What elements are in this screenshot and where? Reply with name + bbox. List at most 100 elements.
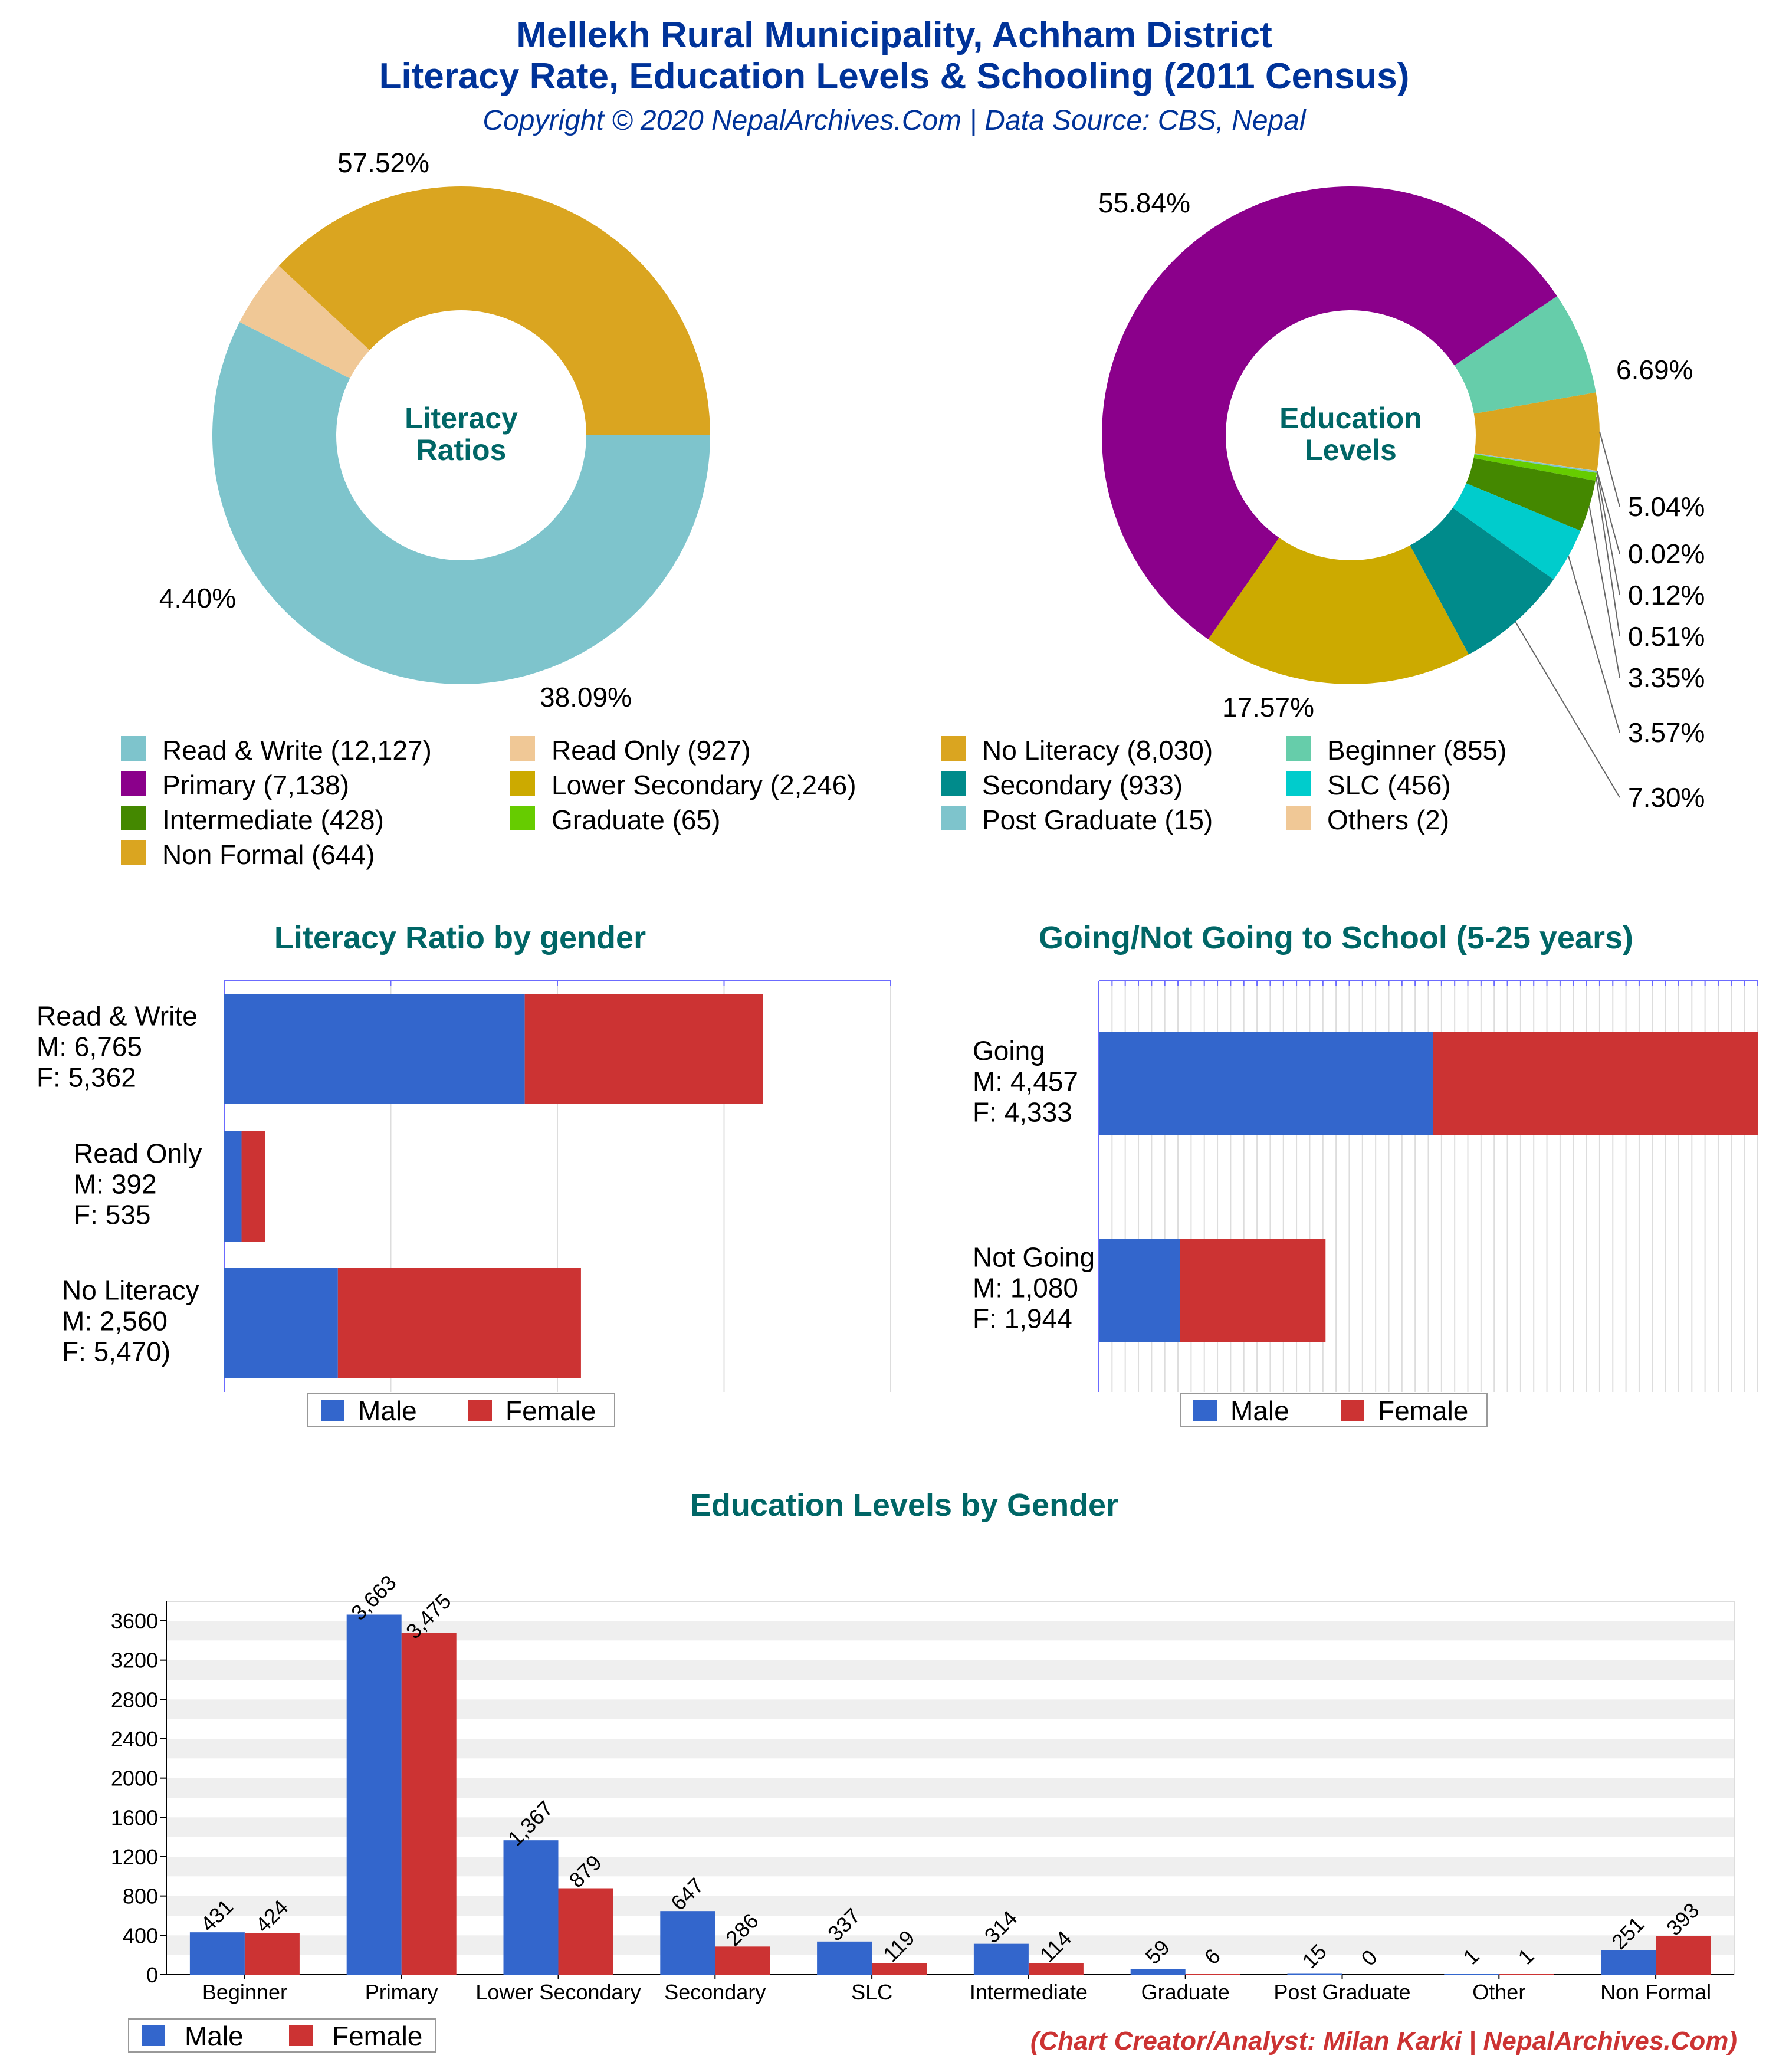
legend-value: 7,138 [273, 770, 340, 800]
bar-female [1028, 1963, 1084, 1975]
bar-male [224, 1268, 338, 1378]
legend-value: 8,030 [1136, 735, 1204, 766]
legend-label: Intermediate [162, 804, 313, 835]
slice-graduate [1473, 454, 1597, 481]
leader-line [1596, 471, 1620, 554]
bar-female [872, 1963, 927, 1975]
school-going-title: Going/Not Going to School (5-25 years) [1039, 920, 1633, 955]
main-title-line1: Mellekh Rural Municipality, Achham Distr… [516, 15, 1272, 55]
legend-item: Post Graduate (15) [982, 804, 1213, 835]
slice-no-literacy [278, 186, 710, 435]
legend-swatch [121, 736, 146, 761]
legend-label: Others [1327, 804, 1409, 835]
credit: (Chart Creator/Analyst: Milan Karki | Ne… [1030, 2027, 1737, 2055]
x-tick-label: Intermediate [970, 1980, 1088, 2004]
legend-item: No Literacy (8,030) [982, 735, 1213, 766]
legend-male: Male [358, 1395, 417, 1426]
leader-line [1588, 506, 1620, 678]
legend-swatch-male [321, 1400, 344, 1421]
donut-center-label: Ratios [416, 434, 507, 467]
legend-swatch [941, 736, 966, 761]
legend-female: Female [505, 1395, 596, 1426]
slice-intermediate [1466, 458, 1596, 531]
bar-male [660, 1911, 715, 1975]
legend-item: Lower Secondary (2,246) [552, 770, 856, 800]
slice-percent-label: 7.30% [1628, 782, 1705, 813]
slice-read-only [239, 265, 370, 379]
legend-label: Primary [162, 770, 255, 800]
legend-swatch-female [1341, 1400, 1364, 1421]
category-label: M: 4,457 [973, 1066, 1078, 1097]
bar-male [973, 1943, 1029, 1975]
bar-female [337, 1268, 581, 1378]
slice-others [1474, 453, 1597, 471]
legend-label: No Literacy [982, 735, 1120, 766]
legend-item: Beginner (855) [1327, 735, 1506, 766]
bar-female [1656, 1936, 1711, 1975]
bar-female [558, 1888, 613, 1975]
bar-female [1433, 1032, 1758, 1135]
main-title-line2: Literacy Rate, Education Levels & School… [379, 56, 1410, 97]
leader-line [1598, 431, 1620, 507]
category-label: F: 535 [74, 1200, 150, 1230]
bar-female [401, 1633, 457, 1975]
legend-value: 12,127 [340, 735, 423, 766]
legend-swatch-female [289, 2025, 313, 2046]
legend-male: Male [185, 2021, 244, 2051]
y-tick-label: 3200 [111, 1649, 158, 1673]
bar-female [1185, 1974, 1240, 1975]
legend-label: Lower Secondary [552, 770, 763, 800]
legend-label: Secondary [982, 770, 1112, 800]
x-tick-label: SLC [851, 1980, 892, 2004]
category-label: F: 5,470) [62, 1337, 170, 1367]
data-label: 114 [1035, 1926, 1076, 1967]
bar-male [1444, 1974, 1499, 1975]
legend-label: Post Graduate [982, 804, 1157, 835]
bar-male [1099, 1032, 1433, 1135]
y-tick-label: 0 [146, 1963, 158, 1987]
legend-swatch [121, 771, 146, 796]
bar-female [715, 1946, 770, 1975]
bar-female [1499, 1974, 1554, 1975]
bar-male [189, 1932, 245, 1975]
y-tick-label: 2800 [111, 1687, 158, 1712]
legend-label: Read Only [552, 735, 680, 766]
legend-female: Female [1378, 1395, 1468, 1426]
data-label: 119 [878, 1926, 920, 1967]
slice-post-graduate [1474, 453, 1597, 473]
legend-swatch [510, 736, 535, 761]
category-label: Read Only [74, 1138, 202, 1169]
legend-item: Read & Write (12,127) [162, 735, 432, 766]
legend-item: Read Only (927) [552, 735, 751, 766]
category-label: M: 392 [74, 1169, 157, 1200]
slice-percent-label: 38.09% [540, 682, 632, 712]
legend-value: 456 [1397, 770, 1442, 800]
bar-female [241, 1131, 265, 1242]
legend-swatch [1286, 806, 1311, 830]
legend-label: Read & Write [162, 735, 323, 766]
donut-legend: Read & Write (12,127) Read Only (927) No L… [121, 735, 1506, 870]
donut-center-label: Education [1279, 402, 1422, 435]
legend-value: 644 [320, 839, 366, 870]
category-label: Read & Write [37, 1001, 198, 1032]
legend-label: SLC [1327, 770, 1380, 800]
legend-box [1180, 1393, 1488, 1427]
x-tick-label: Beginner [202, 1980, 287, 2004]
legend-swatch [510, 771, 535, 796]
bar-male [503, 1840, 559, 1975]
education-levels-donut: 6.69% 5.04% 0.02% 0.12% 0.51% 3.35% 3.57% 7.30%… [1098, 186, 1705, 813]
legend-item: Non Formal (644) [162, 839, 375, 870]
category-label: M: 1,080 [973, 1273, 1078, 1303]
bar-male [224, 1131, 242, 1242]
slice-lower-secondary [1208, 537, 1469, 685]
legend-item: Graduate (65) [552, 804, 720, 835]
slice-secondary [1410, 507, 1554, 655]
slice-percent-label: 3.57% [1628, 717, 1705, 748]
legend-value: 2,246 [779, 770, 847, 800]
slice-percent-label: 55.84% [1098, 188, 1190, 218]
